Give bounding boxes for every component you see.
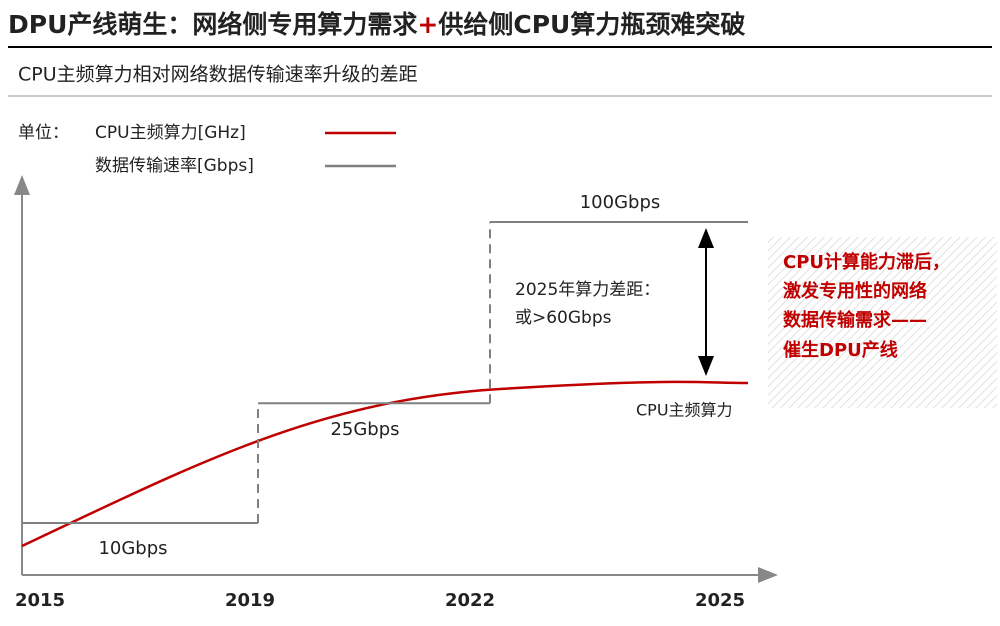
callout-bg xyxy=(768,237,997,408)
callout-line: 数据传输需求—— xyxy=(783,309,927,331)
value-label: 10Gbps xyxy=(98,538,167,559)
title-part: 供给侧CPU算力瓶颈难突破 xyxy=(437,10,745,39)
x-tick-label: 2015 xyxy=(15,590,65,611)
gap-annotation: 或>60Gbps xyxy=(515,308,612,328)
gap-annotation: 2025年算力差距： xyxy=(515,280,660,300)
x-tick-label: 2022 xyxy=(445,590,495,611)
subtitle: CPU主频算力相对网络数据传输速率升级的差距 xyxy=(18,64,418,86)
x-tick-label: 2025 xyxy=(695,590,745,611)
chart-title: DPU产线萌生：网络侧专用算力需求+供给侧CPU算力瓶颈难突破 xyxy=(8,10,745,39)
callout: CPU计算能力滞后， 激发专用性的网络 数据传输需求—— 催生DPU产线 xyxy=(783,251,950,361)
title-plus: + xyxy=(417,10,438,39)
cpu-curve xyxy=(21,380,749,548)
callout-line: CPU计算能力滞后， xyxy=(783,251,950,273)
value-label: 100Gbps xyxy=(580,192,661,213)
legend-label: CPU主频算力[GHz] xyxy=(95,123,246,143)
cpu-label: CPU主频算力 xyxy=(636,401,733,420)
legend-label: 数据传输速率[Gbps] xyxy=(95,156,254,176)
title-part: DPU产线萌生：网络侧专用算力需求 xyxy=(8,10,417,39)
unit-label: 单位： xyxy=(18,123,69,143)
x-tick-label: 2019 xyxy=(225,590,275,611)
callout-line: 催生DPU产线 xyxy=(783,339,898,361)
value-label: 25Gbps xyxy=(330,419,399,440)
callout-line: 激发专用性的网络 xyxy=(783,280,927,302)
